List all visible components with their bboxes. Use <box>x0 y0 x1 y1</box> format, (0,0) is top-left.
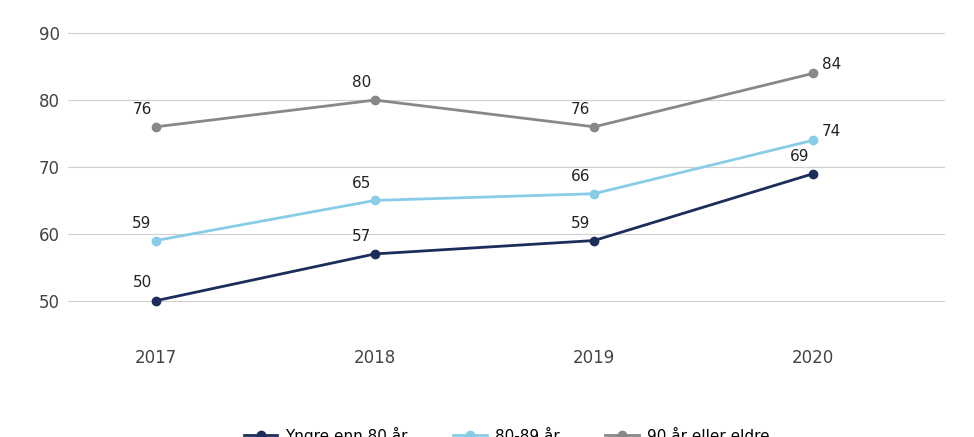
80-89 år <box>807 138 819 143</box>
Yngre enn 80 år <box>588 238 600 243</box>
80-89 år <box>150 238 162 243</box>
Text: 65: 65 <box>352 176 371 191</box>
Text: 76: 76 <box>571 102 590 117</box>
90 år eller eldre <box>150 124 162 129</box>
Line: 90 år eller eldre: 90 år eller eldre <box>152 69 817 131</box>
Text: 76: 76 <box>132 102 152 117</box>
Line: Yngre enn 80 år: Yngre enn 80 år <box>152 170 817 305</box>
Text: 50: 50 <box>132 274 152 290</box>
Text: 57: 57 <box>352 229 371 244</box>
90 år eller eldre <box>588 124 600 129</box>
Text: 59: 59 <box>132 216 152 231</box>
90 år eller eldre <box>807 71 819 76</box>
80-89 år <box>588 191 600 196</box>
Text: 84: 84 <box>822 57 841 72</box>
Yngre enn 80 år <box>807 171 819 176</box>
Text: 74: 74 <box>822 124 841 139</box>
Text: 66: 66 <box>571 169 590 184</box>
Text: 80: 80 <box>352 75 371 90</box>
Text: 69: 69 <box>790 149 809 164</box>
Legend: Yngre enn 80 år, 80-89 år, 90 år eller eldre: Yngre enn 80 år, 80-89 år, 90 år eller e… <box>238 420 775 437</box>
Yngre enn 80 år <box>369 251 381 257</box>
Text: 59: 59 <box>571 216 590 231</box>
80-89 år <box>369 198 381 203</box>
Line: 80-89 år: 80-89 år <box>152 136 817 245</box>
90 år eller eldre <box>369 97 381 103</box>
Yngre enn 80 år <box>150 298 162 303</box>
